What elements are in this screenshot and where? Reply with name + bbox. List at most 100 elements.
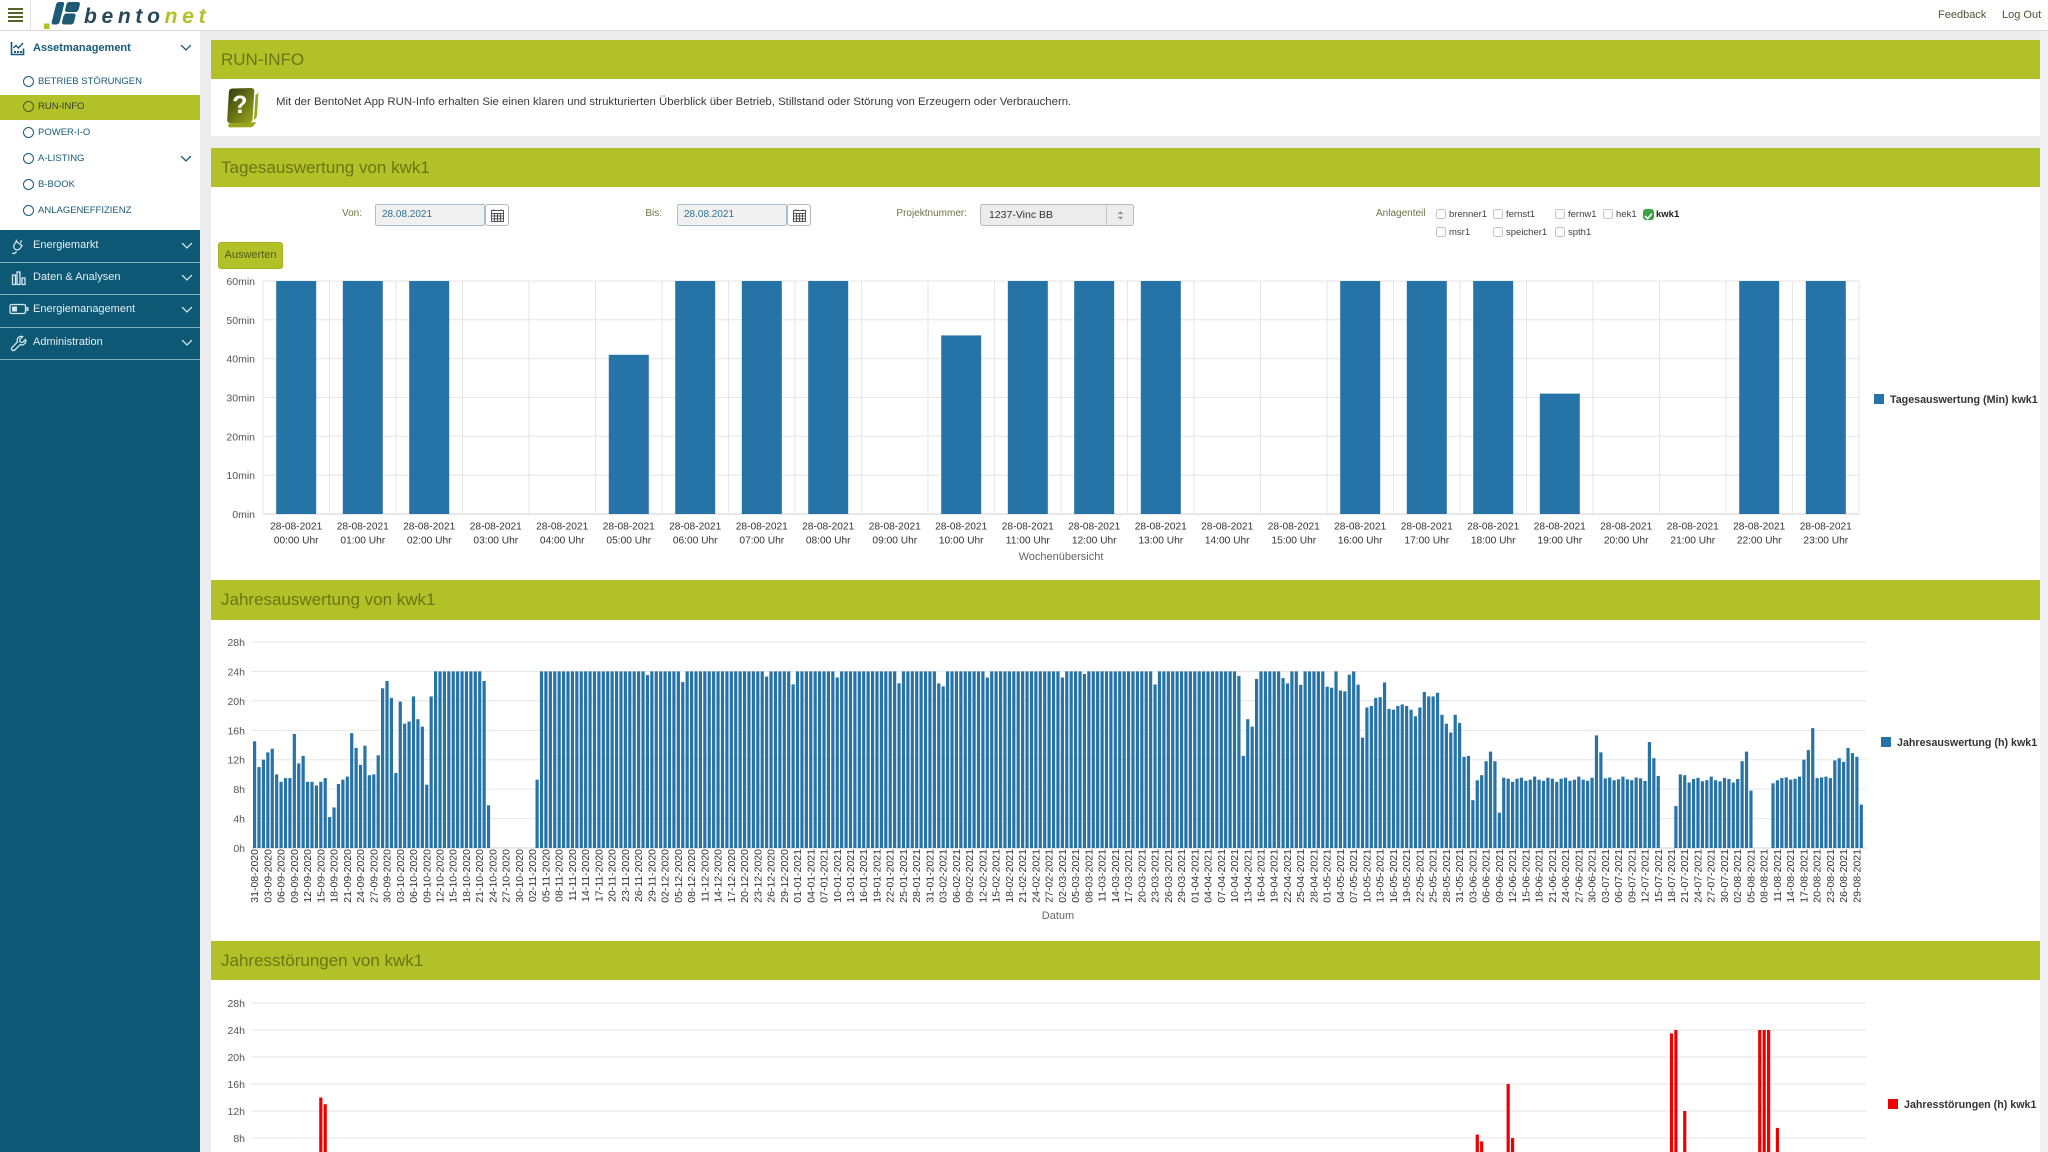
svg-text:0min: 0min (232, 509, 255, 521)
svg-text:21-06-2021: 21-06-2021 (1547, 849, 1559, 903)
svg-text:06-02-2021: 06-02-2021 (951, 849, 963, 903)
svg-text:08-12-2020: 08-12-2020 (686, 849, 698, 903)
svg-text:11:00 Uhr: 11:00 Uhr (1006, 536, 1051, 547)
svg-text:14-08-2021: 14-08-2021 (1785, 849, 1797, 903)
svg-text:07-04-2021: 07-04-2021 (1216, 849, 1228, 903)
svg-text:28-08-2021: 28-08-2021 (1534, 522, 1586, 533)
svg-text:07:00 Uhr: 07:00 Uhr (739, 536, 784, 547)
svg-text:28-08-2021: 28-08-2021 (1733, 522, 1785, 533)
svg-text:17-12-2020: 17-12-2020 (726, 849, 738, 903)
svg-text:19-05-2021: 19-05-2021 (1401, 849, 1413, 903)
svg-text:Wochenübersicht: Wochenübersicht (1019, 551, 1104, 563)
svg-text:06-10-2020: 06-10-2020 (408, 849, 420, 903)
svg-text:28-08-2021: 28-08-2021 (1401, 522, 1453, 533)
svg-text:10-04-2021: 10-04-2021 (1229, 849, 1241, 903)
svg-text:09-10-2020: 09-10-2020 (421, 849, 433, 903)
svg-text:12h: 12h (227, 755, 245, 767)
svg-text:Datum: Datum (1042, 910, 1074, 922)
svg-text:03:00 Uhr: 03:00 Uhr (473, 536, 518, 547)
svg-text:03-10-2020: 03-10-2020 (395, 849, 407, 903)
svg-text:23-08-2021: 23-08-2021 (1825, 849, 1837, 903)
svg-text:29-03-2021: 29-03-2021 (1176, 849, 1188, 903)
svg-text:05:00 Uhr: 05:00 Uhr (606, 536, 651, 547)
svg-text:28-08-2021: 28-08-2021 (1667, 522, 1719, 533)
svg-text:14:00 Uhr: 14:00 Uhr (1205, 536, 1250, 547)
svg-text:22-04-2021: 22-04-2021 (1282, 849, 1294, 903)
svg-text:28-08-2021: 28-08-2021 (337, 522, 389, 533)
svg-text:05-08-2021: 05-08-2021 (1745, 849, 1757, 903)
svg-text:03-06-2021: 03-06-2021 (1467, 849, 1479, 903)
svg-text:20min: 20min (226, 431, 255, 443)
svg-text:26-12-2020: 26-12-2020 (766, 849, 778, 903)
svg-text:28-05-2021: 28-05-2021 (1441, 849, 1453, 903)
svg-text:24-07-2021: 24-07-2021 (1692, 849, 1704, 903)
svg-text:28-08-2021: 28-08-2021 (403, 522, 455, 533)
svg-text:00:00 Uhr: 00:00 Uhr (274, 536, 319, 547)
svg-text:21-10-2020: 21-10-2020 (474, 849, 486, 903)
svg-text:28-08-2021: 28-08-2021 (536, 522, 588, 533)
svg-text:28-04-2021: 28-04-2021 (1308, 849, 1320, 903)
svg-text:21-07-2021: 21-07-2021 (1679, 849, 1691, 903)
svg-text:15-07-2021: 15-07-2021 (1653, 849, 1665, 903)
svg-text:31-08-2020: 31-08-2020 (249, 849, 261, 903)
svg-text:07-05-2021: 07-05-2021 (1348, 849, 1360, 903)
svg-text:09-07-2021: 09-07-2021 (1626, 849, 1638, 903)
svg-text:28-08-2021: 28-08-2021 (470, 522, 522, 533)
svg-text:11-03-2021: 11-03-2021 (1097, 849, 1109, 902)
svg-text:20-08-2021: 20-08-2021 (1812, 849, 1824, 903)
svg-text:14-03-2021: 14-03-2021 (1110, 849, 1122, 903)
svg-text:04:00 Uhr: 04:00 Uhr (540, 536, 585, 547)
svg-text:21-02-2021: 21-02-2021 (1017, 849, 1029, 903)
svg-text:29-08-2021: 29-08-2021 (1851, 849, 1863, 903)
svg-text:16:00 Uhr: 16:00 Uhr (1338, 536, 1383, 547)
svg-text:27-07-2021: 27-07-2021 (1706, 849, 1718, 903)
svg-text:31-01-2021: 31-01-2021 (924, 849, 936, 903)
svg-text:12-06-2021: 12-06-2021 (1507, 849, 1519, 903)
svg-text:30-10-2020: 30-10-2020 (514, 849, 526, 903)
svg-text:10:00 Uhr: 10:00 Uhr (939, 536, 984, 547)
svg-text:27-02-2021: 27-02-2021 (1044, 849, 1056, 903)
svg-text:20h: 20h (227, 696, 245, 708)
svg-text:28-08-2021: 28-08-2021 (736, 522, 788, 533)
svg-text:28-08-2021: 28-08-2021 (1600, 522, 1652, 533)
svg-text:20-03-2021: 20-03-2021 (1136, 849, 1148, 903)
svg-text:03-07-2021: 03-07-2021 (1600, 849, 1612, 903)
svg-text:03-09-2020: 03-09-2020 (262, 849, 274, 903)
svg-text:04-05-2021: 04-05-2021 (1335, 849, 1347, 903)
svg-text:28-08-2021: 28-08-2021 (270, 522, 322, 533)
svg-text:15-10-2020: 15-10-2020 (448, 849, 460, 903)
svg-text:04-04-2021: 04-04-2021 (1203, 849, 1215, 903)
svg-text:05-03-2021: 05-03-2021 (1070, 849, 1082, 903)
svg-text:28-08-2021: 28-08-2021 (1268, 522, 1320, 533)
svg-text:16-04-2021: 16-04-2021 (1255, 849, 1267, 903)
svg-text:25-04-2021: 25-04-2021 (1295, 849, 1307, 903)
svg-text:16h: 16h (227, 1079, 245, 1091)
svg-text:8h: 8h (233, 784, 245, 796)
svg-text:26-11-2020: 26-11-2020 (633, 849, 645, 902)
svg-text:05-12-2020: 05-12-2020 (673, 849, 685, 903)
svg-text:17-08-2021: 17-08-2021 (1798, 849, 1810, 903)
svg-text:40min: 40min (226, 354, 255, 366)
svg-text:30-09-2020: 30-09-2020 (382, 849, 394, 903)
svg-text:28-08-2021: 28-08-2021 (802, 522, 854, 533)
svg-text:31-05-2021: 31-05-2021 (1454, 849, 1466, 903)
svg-text:23-11-2020: 23-11-2020 (620, 849, 632, 902)
svg-text:23-12-2020: 23-12-2020 (752, 849, 764, 903)
svg-text:07-01-2021: 07-01-2021 (819, 849, 831, 903)
svg-text:18:00 Uhr: 18:00 Uhr (1471, 536, 1516, 547)
svg-text:09:00 Uhr: 09:00 Uhr (872, 536, 917, 547)
svg-text:Jahresauswertung (h) kwk1: Jahresauswertung (h) kwk1 (1897, 737, 2037, 749)
svg-text:16h: 16h (227, 725, 245, 737)
svg-text:08:00 Uhr: 08:00 Uhr (806, 536, 851, 547)
svg-text:11-12-2020: 11-12-2020 (699, 849, 711, 902)
svg-text:21-09-2020: 21-09-2020 (342, 849, 354, 903)
svg-text:27-06-2021: 27-06-2021 (1573, 849, 1585, 903)
svg-text:17-03-2021: 17-03-2021 (1123, 849, 1135, 903)
svg-text:01-01-2021: 01-01-2021 (792, 849, 804, 903)
svg-text:28-08-2021: 28-08-2021 (1800, 522, 1852, 533)
svg-text:21:00 Uhr: 21:00 Uhr (1670, 536, 1715, 547)
svg-text:15-09-2020: 15-09-2020 (315, 849, 327, 903)
svg-text:12h: 12h (227, 1106, 245, 1118)
svg-text:Tagesauswertung (Min) kwk1: Tagesauswertung (Min) kwk1 (1890, 394, 2038, 406)
svg-text:15:00 Uhr: 15:00 Uhr (1271, 536, 1316, 547)
